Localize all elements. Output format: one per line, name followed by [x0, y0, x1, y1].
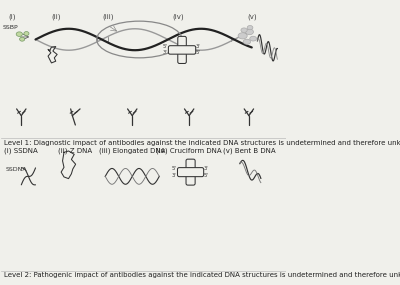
Ellipse shape: [20, 37, 25, 41]
Text: Level 1: Diagnostic impact of antibodies against the indicated DNA structures is: Level 1: Diagnostic impact of antibodies…: [4, 140, 400, 146]
Text: SSDNA: SSDNA: [6, 167, 27, 172]
Text: (i): (i): [8, 14, 16, 20]
Text: 5': 5': [171, 166, 176, 171]
Text: 5': 5': [196, 50, 200, 56]
Text: (v): (v): [248, 14, 257, 20]
Text: Level 2: Pathogenic impact of antibodies against the indicated DNA structures is: Level 2: Pathogenic impact of antibodies…: [4, 272, 400, 278]
Text: 3': 3': [163, 50, 168, 56]
Ellipse shape: [241, 28, 247, 32]
FancyBboxPatch shape: [168, 46, 196, 54]
Text: (ii) Z DNA: (ii) Z DNA: [58, 148, 92, 154]
Ellipse shape: [247, 26, 253, 30]
Text: SSBP: SSBP: [3, 25, 18, 30]
Text: 3': 3': [171, 173, 176, 178]
Text: 5': 5': [163, 44, 168, 49]
Ellipse shape: [246, 29, 254, 35]
Ellipse shape: [24, 32, 29, 36]
Text: (iv): (iv): [172, 14, 184, 20]
FancyBboxPatch shape: [186, 159, 195, 185]
Text: (v) Bent B DNA: (v) Bent B DNA: [222, 148, 275, 154]
Ellipse shape: [16, 32, 22, 36]
Ellipse shape: [250, 36, 256, 41]
Text: 3': 3': [196, 44, 200, 49]
FancyBboxPatch shape: [178, 36, 186, 64]
Text: 3': 3': [203, 166, 208, 171]
Text: 5': 5': [203, 173, 208, 178]
Text: (iii): (iii): [102, 14, 114, 20]
Text: (i) SSDNA: (i) SSDNA: [4, 148, 38, 154]
Ellipse shape: [238, 33, 247, 39]
Text: (iv) Cruciform DNA: (iv) Cruciform DNA: [156, 148, 222, 154]
Text: (iii) Elongated DNA: (iii) Elongated DNA: [99, 148, 166, 154]
Ellipse shape: [243, 39, 251, 44]
FancyBboxPatch shape: [178, 168, 204, 177]
Text: (ii): (ii): [51, 14, 61, 20]
